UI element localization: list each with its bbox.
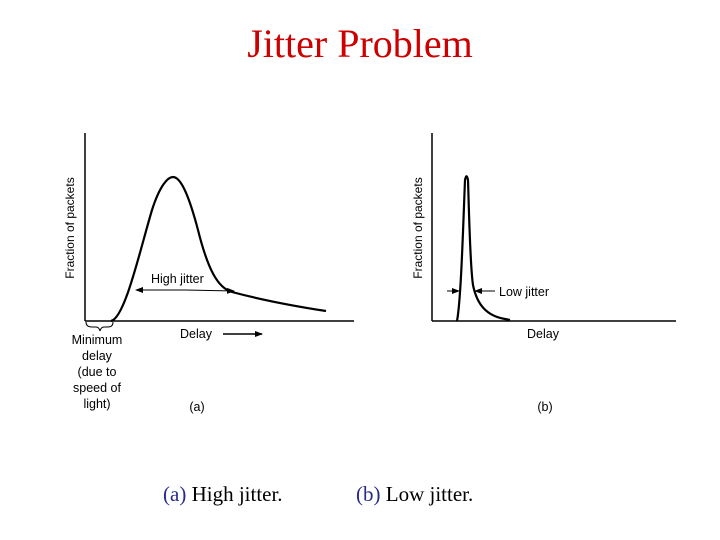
panel-a-high-jitter-label: High jitter <box>151 272 204 286</box>
min-delay-line: light) <box>83 397 110 411</box>
panel-b-y-axis-label: Fraction of packets <box>411 177 425 278</box>
panel-a: Fraction of packets High jitter Minimum … <box>63 133 354 414</box>
min-delay-line: delay <box>82 349 113 363</box>
caption-a-text: High jitter. <box>186 482 283 506</box>
panel-b-label: (b) <box>537 400 552 414</box>
min-delay-line: (due to <box>78 365 117 379</box>
caption-a-tag: (a) <box>163 482 187 506</box>
min-delay-line: Minimum <box>72 333 123 347</box>
caption-low-jitter: (b) Low jitter. <box>356 482 473 507</box>
panel-b: Fraction of packets Low jitter Delay (b) <box>411 133 676 414</box>
panel-a-distribution-curve <box>110 175 327 323</box>
slide-title: Jitter Problem <box>247 21 473 66</box>
panel-a-min-delay-label: Minimum delay (due to speed of light) <box>72 333 123 411</box>
panel-b-distribution-curve <box>455 175 511 322</box>
caption-b-tag: (b) <box>356 482 381 506</box>
panel-a-label: (a) <box>189 400 204 414</box>
panel-a-min-delay-brace <box>85 321 114 332</box>
caption-high-jitter: (a) High jitter. <box>163 482 283 507</box>
panel-b-low-jitter-label: Low jitter <box>499 285 549 299</box>
min-delay-line: speed of <box>73 381 121 395</box>
caption-b-text: Low jitter. <box>380 482 474 506</box>
panel-a-high-jitter-arrow-right <box>184 287 235 294</box>
panel-a-delay-label: Delay <box>180 327 213 341</box>
panel-b-delay-label: Delay <box>527 327 560 341</box>
panel-a-y-axis-label: Fraction of packets <box>63 177 77 278</box>
